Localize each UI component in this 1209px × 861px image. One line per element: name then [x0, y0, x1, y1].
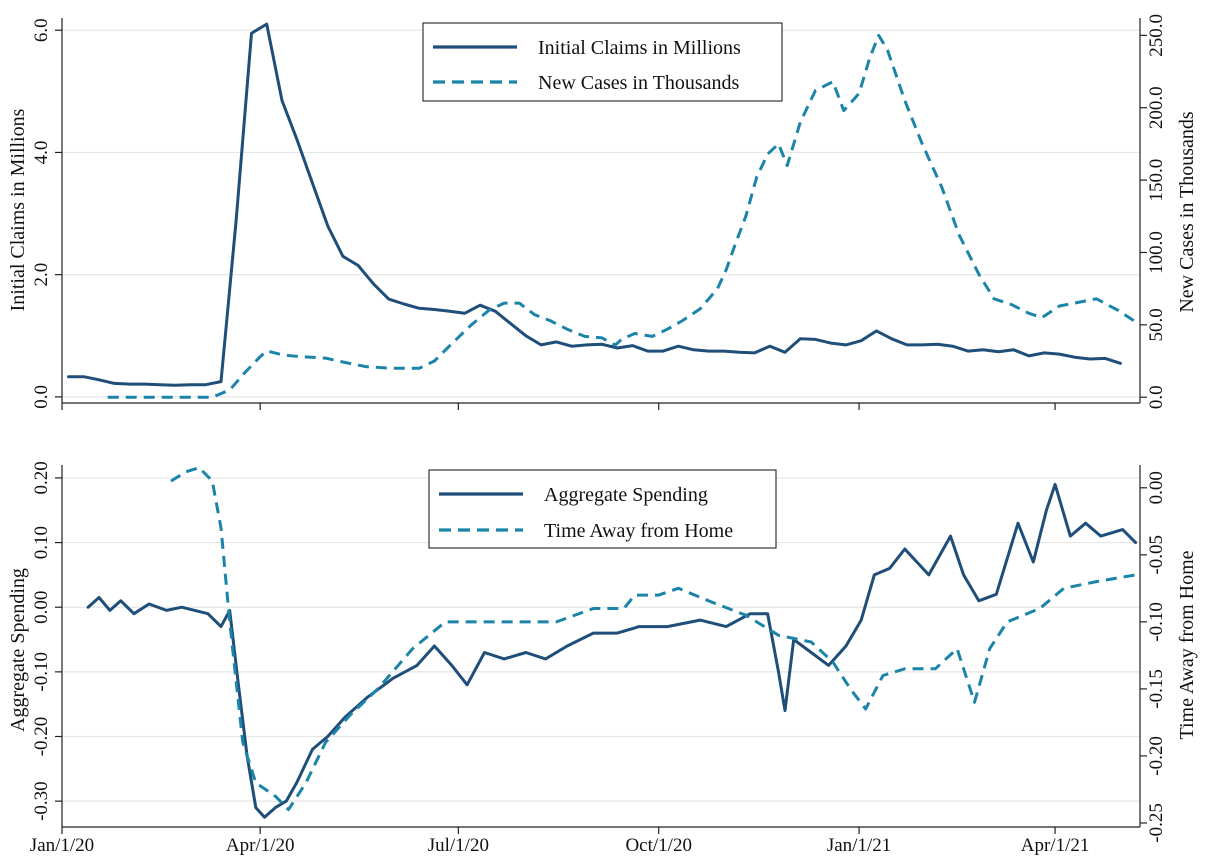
x-tick-label: Jul/1/20 — [428, 835, 489, 856]
bottom-left-tick-label: -0.10 — [31, 652, 52, 692]
x-tick-label: Apr/1/20 — [226, 835, 295, 856]
bottom-left-tick-label: -0.30 — [31, 781, 52, 821]
bottom-left-tick-label: 0.20 — [31, 461, 52, 494]
top-left-tick-label: 0.0 — [31, 385, 52, 409]
bottom-series-group — [86, 466, 1138, 819]
bottom-legend-label-spending: Aggregate Spending — [544, 484, 708, 506]
top-right-axis-title: New Cases in Thousands — [1176, 111, 1198, 312]
top-right-tick-label: 50.0 — [1146, 308, 1167, 341]
new-cases-in-thousands-line — [107, 33, 1137, 399]
bottom-right-tick-label: -0.15 — [1146, 669, 1167, 709]
x-tick-label: Apr/1/21 — [1021, 835, 1090, 856]
top-right-tick-label: 100.0 — [1146, 231, 1167, 274]
top-legend: Initial Claims in Millions New Cases in … — [422, 22, 783, 102]
top-left-tick-label: 2.0 — [31, 263, 52, 287]
bottom-left-axis-title: Aggregate Spending — [7, 568, 29, 732]
top-left-tick-label: 6.0 — [31, 18, 52, 42]
bottom-legend-label-time-away: Time Away from Home — [544, 520, 733, 542]
x-tick-label: Oct/1/20 — [625, 835, 692, 856]
bottom-axes-ticks: -0.30 -0.20 -0.10 0.00 0.10 0.20 -0.25 -0.20 -0.… — [31, 461, 1167, 842]
bottom-right-tick-label: -0.10 — [1146, 602, 1167, 642]
bottom-left-tick-label: 0.10 — [31, 526, 52, 559]
x-tick-label: Jan/1/21 — [827, 835, 891, 856]
top-panel: 0.02.04.06.00.050.0100.0150.0200.0250.0 … — [7, 14, 1198, 410]
bottom-legend: Aggregate Spending Time Away from Home — [428, 469, 777, 549]
initial-claims-in-millions-line — [67, 22, 1122, 387]
bottom-right-axis-title: Time Away from Home — [1176, 550, 1198, 739]
top-legend-label-claims: Initial Claims in Millions — [538, 37, 741, 59]
x-tick-label: Jan/1/20 — [30, 835, 94, 856]
top-left-tick-label: 4.0 — [31, 141, 52, 165]
bottom-right-tick-label: -0.25 — [1146, 803, 1167, 843]
bottom-left-tick-label: 0.00 — [31, 591, 52, 624]
bottom-legend-box — [428, 469, 777, 549]
top-series-group — [67, 22, 1137, 399]
aggregate-spending-line — [86, 482, 1138, 819]
time-away-from-home-line — [170, 466, 1136, 812]
top-right-tick-label: 150.0 — [1146, 159, 1167, 202]
top-axes-ticks: 0.0 2.0 4.0 6.0 0.0 50.0 100.0 150.0 200.0 250.0 — [31, 14, 1167, 410]
top-right-tick-label: 250.0 — [1146, 14, 1167, 57]
bottom-left-tick-label: -0.20 — [31, 717, 52, 757]
bottom-panel: -0.30 -0.20 -0.10 0.00 0.10 0.20 -0.25 -0.20 -0.… — [7, 461, 1198, 842]
top-right-tick-label: 200.0 — [1146, 86, 1167, 129]
bottom-right-tick-label: 0.00 — [1146, 471, 1167, 504]
top-legend-label-cases: New Cases in Thousands — [538, 72, 739, 94]
top-legend-box — [422, 22, 783, 102]
bottom-right-tick-label: -0.20 — [1146, 736, 1167, 776]
x-axis-tick-labels: Jan/1/20 Apr/1/20 Jul/1/20 Oct/1/20 Jan/1/21… — [30, 835, 1090, 856]
top-left-axis-title: Initial Claims in Millions — [7, 108, 29, 311]
top-right-tick-label: 0.0 — [1146, 385, 1167, 409]
bottom-right-tick-label: -0.05 — [1146, 535, 1167, 575]
